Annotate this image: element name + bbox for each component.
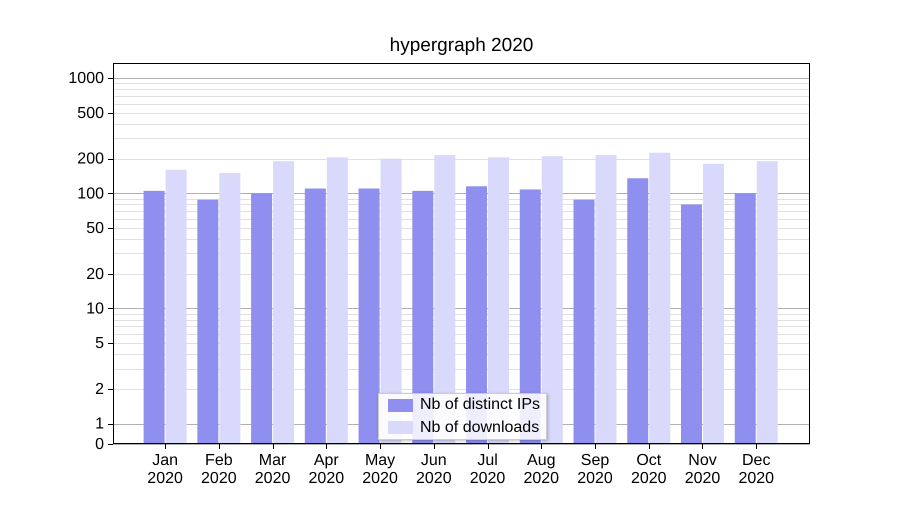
- svg-text:hypergraph 2020: hypergraph 2020: [390, 35, 534, 56]
- svg-text:5: 5: [95, 335, 104, 352]
- svg-text:2020: 2020: [631, 470, 667, 487]
- svg-text:50: 50: [86, 220, 104, 237]
- svg-text:Oct: Oct: [636, 452, 661, 469]
- svg-text:2020: 2020: [685, 470, 721, 487]
- svg-text:2020: 2020: [362, 470, 398, 487]
- svg-text:Jun: Jun: [421, 452, 447, 469]
- svg-text:2020: 2020: [255, 470, 291, 487]
- svg-text:Nov: Nov: [688, 452, 716, 469]
- svg-text:0: 0: [95, 436, 104, 453]
- svg-text:2: 2: [95, 381, 104, 398]
- svg-text:2020: 2020: [738, 470, 774, 487]
- svg-text:Sep: Sep: [581, 452, 610, 469]
- svg-text:2020: 2020: [309, 470, 345, 487]
- svg-text:2020: 2020: [577, 470, 613, 487]
- svg-text:2020: 2020: [416, 470, 452, 487]
- svg-text:Feb: Feb: [205, 452, 233, 469]
- svg-text:500: 500: [77, 105, 104, 122]
- svg-text:20: 20: [86, 266, 104, 283]
- svg-text:Jul: Jul: [477, 452, 497, 469]
- svg-text:100: 100: [77, 185, 104, 202]
- svg-text:200: 200: [77, 151, 104, 168]
- svg-text:Mar: Mar: [259, 452, 287, 469]
- svg-text:Aug: Aug: [527, 452, 555, 469]
- svg-text:10: 10: [86, 300, 104, 317]
- svg-text:2020: 2020: [523, 470, 559, 487]
- svg-text:Apr: Apr: [314, 452, 340, 469]
- svg-text:Jan: Jan: [152, 452, 178, 469]
- svg-text:2020: 2020: [201, 470, 237, 487]
- svg-text:2020: 2020: [470, 470, 506, 487]
- svg-text:Dec: Dec: [742, 452, 770, 469]
- svg-text:May: May: [365, 452, 395, 469]
- svg-text:2020: 2020: [147, 470, 183, 487]
- svg-text:1000: 1000: [68, 70, 104, 87]
- svg-text:1: 1: [95, 416, 104, 433]
